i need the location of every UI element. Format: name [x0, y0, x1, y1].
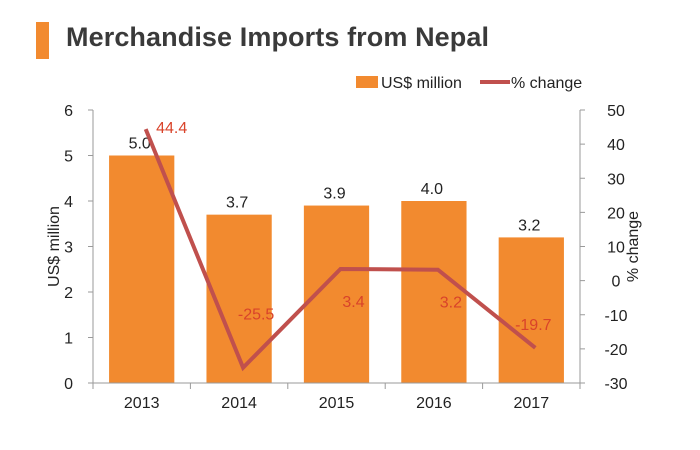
left-tick-label: 2 [64, 285, 73, 302]
legend-swatch-bar [356, 76, 378, 88]
bar-value-label: 3.7 [226, 195, 248, 212]
x-axis-ticks: 2013 2014 2015 2016 2017 [92, 383, 581, 412]
left-tick-label: 1 [64, 331, 73, 348]
bar-2013 [109, 155, 175, 383]
chart-title: Merchandise Imports from Nepal [66, 22, 490, 52]
left-tick-label: 5 [64, 149, 73, 166]
line-value-label: 44.4 [156, 120, 187, 137]
right-tick-label: -20 [604, 342, 627, 359]
right-tick-label: 20 [607, 205, 625, 222]
left-axis-ticks: 0 1 2 3 4 5 6 [64, 103, 93, 393]
left-tick-label: 4 [64, 194, 73, 211]
bar-value-labels: 5.0 3.7 3.9 4.0 3.2 [129, 136, 541, 235]
left-axis-title: US$ million [46, 206, 63, 287]
right-tick-label: 0 [612, 274, 621, 291]
right-tick-label: 30 [607, 171, 625, 188]
line-value-label: 3.2 [440, 295, 462, 312]
right-tick-label: 40 [607, 137, 625, 154]
x-tick-label: 2016 [416, 395, 452, 412]
left-tick-label: 3 [64, 240, 73, 257]
right-axis-title: % change [625, 211, 642, 282]
line-value-label: 3.4 [342, 294, 364, 311]
bar-value-label: 3.2 [518, 217, 540, 234]
line-value-label: -19.7 [515, 317, 552, 334]
right-axis-ticks: -30 -20 -10 0 10 20 30 40 50 [580, 103, 628, 393]
x-tick-label: 2013 [124, 395, 160, 412]
legend-label-bar: US$ million [381, 75, 462, 92]
bar-2016 [401, 201, 467, 383]
bar-value-label: 3.9 [323, 186, 345, 203]
x-tick-label: 2017 [514, 395, 550, 412]
title-accent-bar [36, 22, 49, 59]
legend: US$ million % change [356, 75, 582, 92]
x-tick-label: 2015 [319, 395, 355, 412]
line-layer [143, 128, 537, 372]
bar-value-label: 5.0 [129, 136, 151, 153]
line-value-label: -25.5 [238, 307, 275, 324]
bar-value-label: 4.0 [421, 181, 443, 198]
right-tick-label: 50 [607, 103, 625, 120]
right-tick-label: -30 [604, 376, 627, 393]
right-tick-label: -10 [604, 308, 627, 325]
legend-label-line: % change [511, 75, 582, 92]
bar-2017 [498, 237, 564, 383]
left-tick-label: 0 [64, 376, 73, 393]
line-value-labels: 44.4 -25.5 3.4 3.2 -19.7 [156, 120, 552, 334]
left-tick-label: 6 [64, 103, 73, 120]
x-tick-label: 2014 [221, 395, 257, 412]
right-tick-label: 10 [607, 240, 625, 257]
